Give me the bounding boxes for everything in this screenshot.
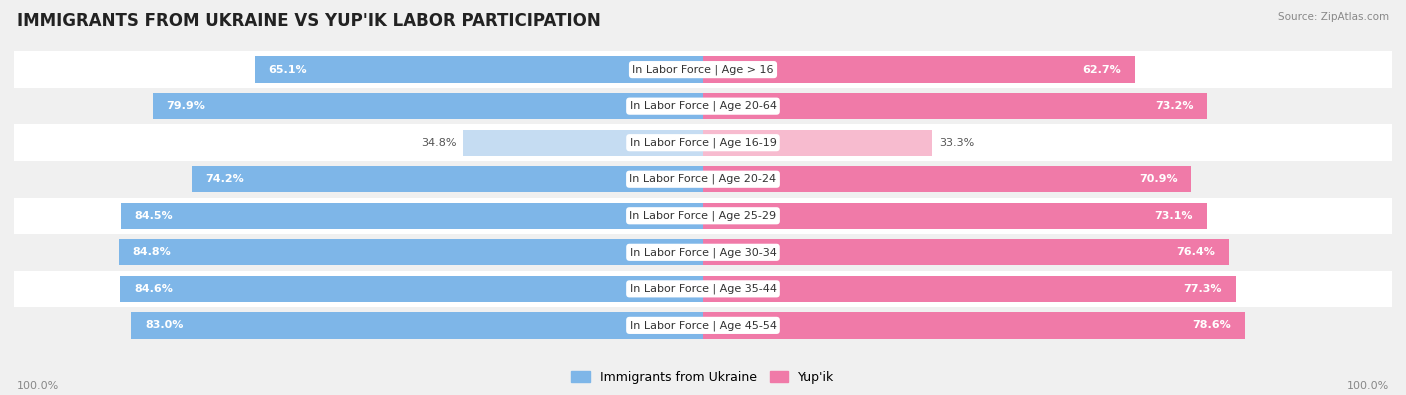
Text: 84.8%: 84.8%: [132, 247, 172, 257]
Text: 62.7%: 62.7%: [1083, 65, 1121, 75]
Text: In Labor Force | Age 30-34: In Labor Force | Age 30-34: [630, 247, 776, 258]
Text: 78.6%: 78.6%: [1192, 320, 1230, 330]
Bar: [118, 239, 703, 265]
Bar: [703, 312, 1244, 339]
Bar: [152, 93, 703, 119]
Text: 76.4%: 76.4%: [1177, 247, 1216, 257]
Bar: [14, 124, 1392, 161]
Bar: [14, 51, 1392, 88]
Text: In Labor Force | Age 20-64: In Labor Force | Age 20-64: [630, 101, 776, 111]
Text: 74.2%: 74.2%: [205, 174, 245, 184]
Text: 77.3%: 77.3%: [1184, 284, 1222, 294]
Bar: [120, 276, 703, 302]
Legend: Immigrants from Ukraine, Yup'ik: Immigrants from Ukraine, Yup'ik: [565, 365, 841, 390]
Text: In Labor Force | Age 20-24: In Labor Force | Age 20-24: [630, 174, 776, 184]
Bar: [703, 276, 1236, 302]
Bar: [703, 239, 1229, 265]
Text: 100.0%: 100.0%: [17, 381, 59, 391]
Bar: [703, 130, 932, 156]
Text: In Labor Force | Age 35-44: In Labor Force | Age 35-44: [630, 284, 776, 294]
Bar: [703, 166, 1191, 192]
Text: In Labor Force | Age 25-29: In Labor Force | Age 25-29: [630, 211, 776, 221]
Bar: [14, 307, 1392, 344]
Bar: [703, 203, 1206, 229]
Bar: [121, 203, 703, 229]
Bar: [131, 312, 703, 339]
Text: 65.1%: 65.1%: [269, 65, 307, 75]
Text: 84.5%: 84.5%: [135, 211, 173, 221]
Bar: [14, 271, 1392, 307]
Bar: [14, 198, 1392, 234]
Bar: [14, 88, 1392, 124]
Text: In Labor Force | Age 45-54: In Labor Force | Age 45-54: [630, 320, 776, 331]
Text: 70.9%: 70.9%: [1139, 174, 1178, 184]
Bar: [191, 166, 703, 192]
Text: 83.0%: 83.0%: [145, 320, 183, 330]
Text: IMMIGRANTS FROM UKRAINE VS YUP'IK LABOR PARTICIPATION: IMMIGRANTS FROM UKRAINE VS YUP'IK LABOR …: [17, 12, 600, 30]
Text: 33.3%: 33.3%: [939, 138, 974, 148]
Text: Source: ZipAtlas.com: Source: ZipAtlas.com: [1278, 12, 1389, 22]
Text: 73.1%: 73.1%: [1154, 211, 1192, 221]
Text: 34.8%: 34.8%: [420, 138, 457, 148]
Text: In Labor Force | Age 16-19: In Labor Force | Age 16-19: [630, 137, 776, 148]
Bar: [463, 130, 703, 156]
Bar: [14, 161, 1392, 198]
Text: 79.9%: 79.9%: [166, 101, 205, 111]
Bar: [14, 234, 1392, 271]
Bar: [703, 56, 1135, 83]
Text: 84.6%: 84.6%: [134, 284, 173, 294]
Text: In Labor Force | Age > 16: In Labor Force | Age > 16: [633, 64, 773, 75]
Bar: [254, 56, 703, 83]
Text: 73.2%: 73.2%: [1154, 101, 1194, 111]
Bar: [703, 93, 1208, 119]
Text: 100.0%: 100.0%: [1347, 381, 1389, 391]
